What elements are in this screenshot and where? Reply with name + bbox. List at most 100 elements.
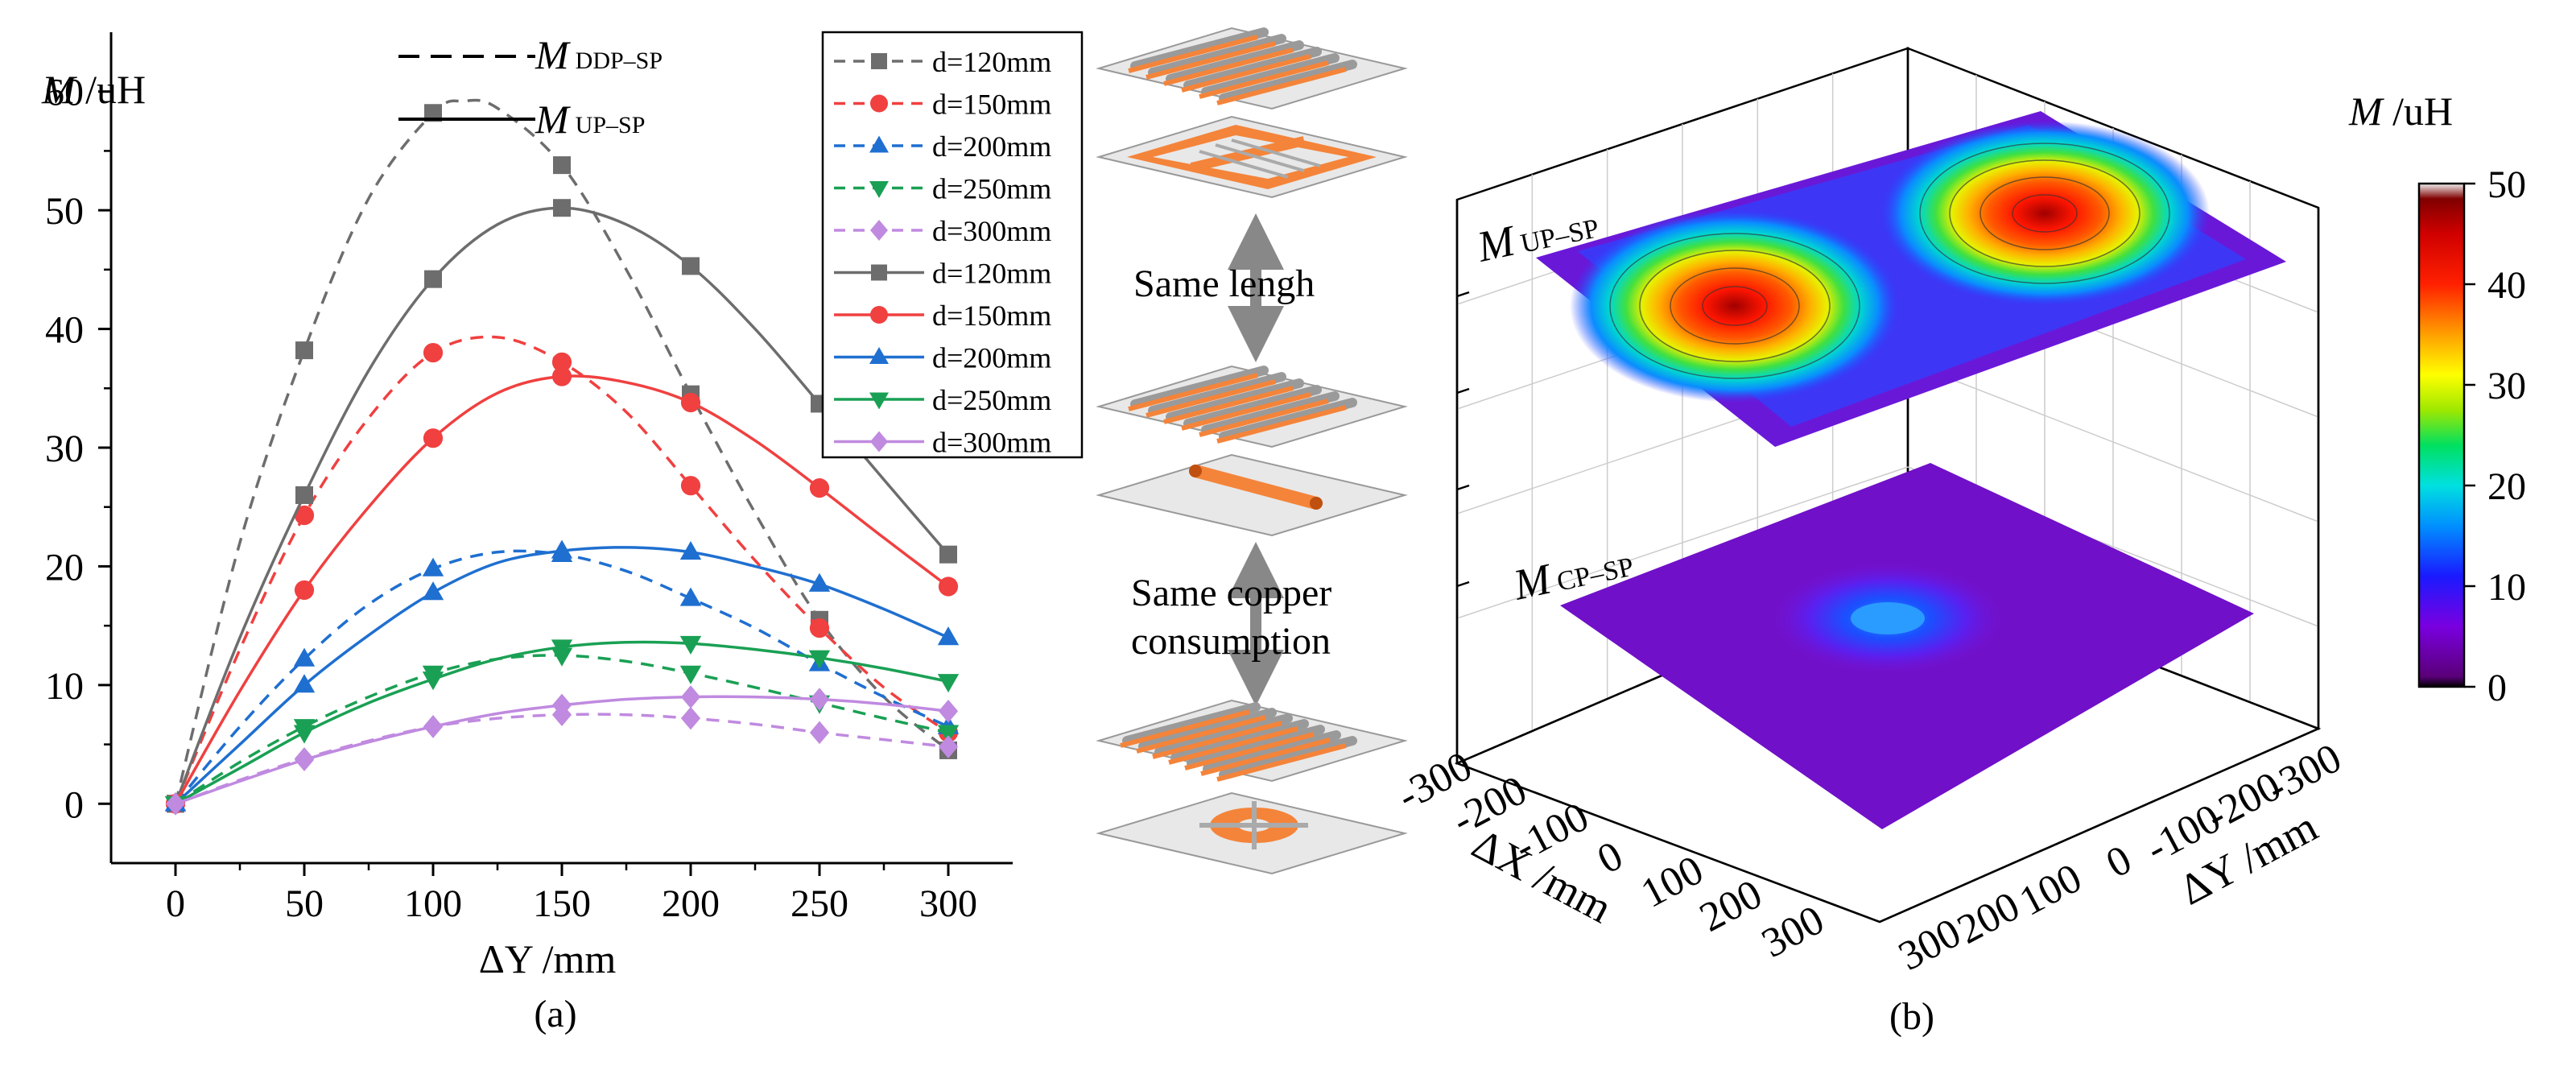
legend-label: d=250mm (932, 173, 1051, 205)
legend-marker (870, 306, 888, 324)
series-ddp-2 (164, 543, 960, 812)
colorbar-gradient (2417, 182, 2466, 688)
data-point (680, 392, 701, 413)
data-point (679, 587, 702, 606)
data-point (937, 674, 960, 693)
data-point (680, 476, 701, 496)
data-point (808, 572, 831, 592)
data-point (939, 545, 957, 564)
colorbar-tick-label: 0 (2487, 667, 2507, 709)
data-point (293, 725, 316, 744)
data-point (422, 671, 444, 691)
data-point (293, 647, 316, 667)
legend-label: d=150mm (932, 89, 1051, 121)
y-tick-label: 60 (45, 72, 84, 114)
series-line (175, 654, 949, 805)
data-point (165, 791, 186, 816)
data-point (422, 557, 444, 576)
surface-cp-sp (1560, 463, 2254, 829)
legend-label: d=250mm (932, 384, 1051, 416)
colorbar: M /uH 0 10 20 30 40 50 (2348, 89, 2526, 709)
panel-a-series (164, 98, 960, 816)
y-tick-label: 0 (2099, 837, 2139, 887)
y-tick-label: 0 (64, 783, 84, 826)
legend-label: d=120mm (932, 46, 1051, 78)
data-point (423, 342, 444, 363)
legend-frame (821, 31, 1084, 459)
legend-up-label: M UP–SP (535, 97, 645, 142)
coil-up (1189, 465, 1323, 510)
legend-marker (871, 264, 887, 281)
surface-up-peak-1 (1570, 209, 1900, 403)
data-point (294, 505, 315, 526)
label-same-copper-1: Same copper (1131, 572, 1331, 614)
x-tick-label: 300 (919, 882, 977, 925)
data-point (679, 665, 702, 684)
legend-marker (869, 135, 889, 153)
data-point (809, 478, 830, 498)
data-point (553, 156, 571, 175)
legend-label: d=200mm (932, 130, 1051, 163)
surface-up-peak-2 (1880, 121, 2210, 306)
data-point (679, 540, 702, 560)
legend-marker (869, 181, 889, 198)
legend-label: d=150mm (932, 300, 1051, 332)
legend-marker (869, 347, 889, 364)
data-point (553, 199, 571, 217)
data-point (809, 618, 830, 638)
data-point (424, 270, 442, 288)
data-point (551, 366, 572, 386)
legend-label: d=300mm (932, 215, 1051, 247)
x-tick-label: 0 (166, 882, 185, 925)
y-tick-label: 40 (45, 309, 84, 352)
x-tick-label: 0 (1590, 833, 1630, 883)
data-point (422, 581, 444, 601)
data-point (293, 674, 316, 693)
data-point (938, 699, 959, 723)
data-point (937, 725, 960, 744)
data-point (809, 688, 830, 711)
line-style-legend: M DDP–SP M UP–SP (398, 32, 663, 142)
legend-label: d=300mm (932, 427, 1051, 459)
y-tick-label: 30 (45, 428, 84, 470)
panel-b-label: (b) (1889, 995, 1934, 1038)
legend-ddp-label: M DDP–SP (535, 32, 663, 77)
panel-a-label: (a) (534, 993, 576, 1035)
x-tick-label: 100 (404, 882, 462, 925)
panel-a-line-chart: 0 50 100 150 200 250 300 0 10 20 30 40 50 60 M /uH ΔY… (41, 31, 1084, 1035)
data-point (551, 352, 572, 372)
legend-label: d=200mm (932, 342, 1051, 374)
data-point (680, 706, 701, 730)
data-point (809, 721, 830, 745)
panel-a-tick-labels: 0 50 100 150 200 250 300 0 10 20 30 40 50 60 (45, 72, 977, 925)
data-point (679, 635, 702, 655)
legend-marker (869, 392, 889, 410)
data-point (295, 341, 313, 360)
data-point (937, 626, 960, 646)
y-tick-label: 20 (45, 546, 84, 589)
data-point (938, 576, 959, 597)
data-point (938, 735, 959, 758)
surface-up-sp (1536, 111, 2286, 447)
data-point (294, 580, 315, 601)
x-tick-label: 50 (285, 882, 324, 925)
label-same-length: Same lengh (1133, 262, 1315, 305)
label-same-copper-2: consumption (1131, 620, 1331, 663)
data-point (808, 650, 831, 669)
schematic-up (1096, 365, 1408, 537)
y-tick-label: 10 (45, 665, 84, 708)
colorbar-title: M /uH (2348, 89, 2453, 134)
data-point (551, 539, 573, 559)
colorbar-tick-label: 20 (2487, 465, 2526, 508)
colorbar-tick-label: 10 (2487, 566, 2526, 609)
data-point (423, 428, 444, 448)
series-legend: d=120mm d=150mm d=200mm d=250mm d=300mm d=120… (821, 31, 1084, 459)
x-tick-label: 250 (791, 882, 848, 925)
data-point (423, 715, 444, 738)
data-point (680, 685, 701, 709)
panel-a-xlabel: ΔY /mm (479, 936, 617, 981)
colorbar-tick-label: 30 (2487, 365, 2526, 407)
series-up-9 (165, 685, 959, 816)
legend-marker (871, 53, 887, 69)
